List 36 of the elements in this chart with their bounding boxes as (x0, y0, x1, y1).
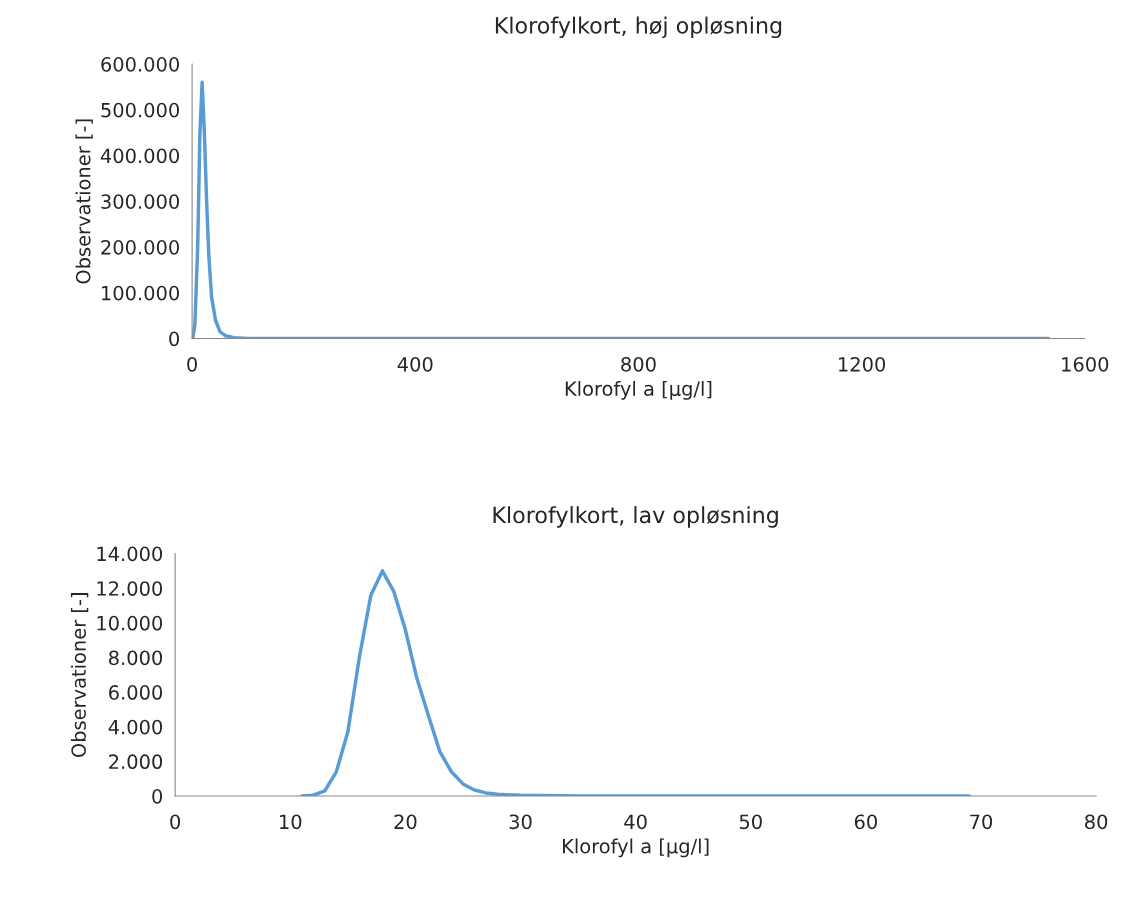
line-series (192, 80, 1051, 339)
line-series (300, 569, 972, 797)
x-tick-label: 30 (509, 814, 532, 830)
y-tick-label: 6.000 (109, 685, 163, 700)
x-tick-label: 800 (621, 356, 656, 372)
y-tick-label: 200.000 (101, 240, 179, 255)
y-tick-label: 12.000 (97, 581, 163, 596)
y-tick-label: 0 (152, 789, 163, 804)
x-tick-label: 10 (280, 814, 302, 830)
y-tick-label: 100.000 (102, 285, 179, 301)
x-tick-label: 80 (1085, 814, 1108, 830)
x-tick-label: 1200 (839, 356, 886, 372)
x-axis-title: Klorofyl a [µg/l] (565, 380, 712, 400)
x-tick-label: 1600 (1062, 356, 1109, 372)
y-tick-label: 14.000 (97, 546, 163, 562)
x-tick-label: 400 (397, 356, 433, 372)
y-tick-label: 2.000 (109, 754, 163, 770)
chart-title: Klorofylkort, lav opløsning (493, 506, 778, 528)
x-axis-title: Klorofyl a [µg/l] (563, 838, 709, 858)
y-axis-title: Observationer [-] (75, 119, 93, 284)
x-tick-label: 40 (624, 814, 647, 830)
x-tick-label: 0 (187, 356, 197, 372)
x-tick-label: 60 (854, 814, 877, 830)
y-tick-label: 8.000 (109, 650, 163, 666)
y-tick-label: 500.000 (101, 102, 179, 118)
y-tick-label: 0 (169, 331, 179, 347)
y-tick-label: 10.000 (97, 615, 163, 631)
chart-title: Klorofylkort, høj opløsning (495, 16, 782, 39)
y-tick-label: 400.000 (100, 148, 179, 164)
y-tick-label: 600.000 (101, 57, 179, 72)
y-axis-title: Observationer [-] (70, 593, 89, 758)
y-tick-label: 300.000 (101, 194, 179, 209)
x-tick-label: 70 (970, 814, 993, 830)
x-tick-label: 20 (394, 814, 417, 830)
x-tick-label: 50 (739, 814, 762, 830)
y-tick-label: 4.000 (108, 719, 163, 735)
